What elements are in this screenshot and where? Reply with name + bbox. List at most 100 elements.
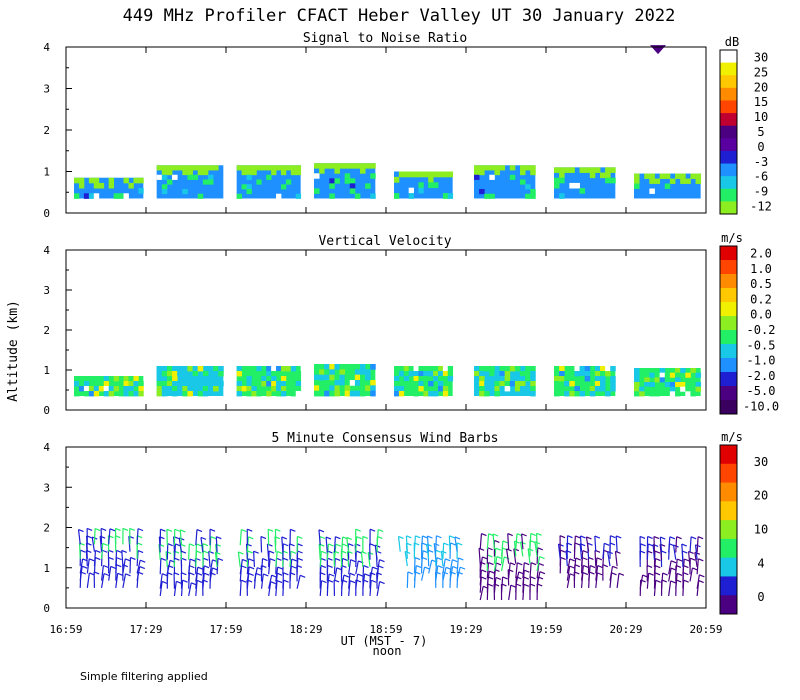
heatmap-cell xyxy=(644,382,650,388)
heatmap-cell xyxy=(349,183,356,189)
wind-barb xyxy=(196,579,203,583)
colorbar-label: -9 xyxy=(754,185,768,199)
wind-barb xyxy=(174,557,180,561)
wind-barb xyxy=(580,565,584,581)
heatmap-cell xyxy=(418,187,424,194)
heatmap-cell xyxy=(514,366,521,372)
wind-barb xyxy=(290,550,297,554)
wind-barb xyxy=(238,551,244,555)
wind-barb xyxy=(196,572,203,576)
wind-barb xyxy=(442,558,446,574)
heatmap-cell xyxy=(246,170,252,176)
heatmap-cell xyxy=(329,163,335,169)
heatmap-cell xyxy=(118,193,124,199)
heatmap-cell xyxy=(428,371,434,377)
wind-barb xyxy=(95,549,101,553)
heatmap-cell xyxy=(514,386,521,392)
heatmap-cell xyxy=(83,193,90,199)
wind-barb xyxy=(299,574,306,578)
wind-barb xyxy=(253,550,259,554)
wind-barb xyxy=(91,536,96,552)
heatmap-cell xyxy=(579,188,586,194)
heatmap-cell xyxy=(494,386,500,392)
heatmap-cell xyxy=(484,391,490,397)
heatmap-cell xyxy=(554,371,560,377)
wind-barb xyxy=(195,529,198,546)
wind-barb xyxy=(268,550,275,554)
wind-barb xyxy=(694,544,698,560)
barb-group xyxy=(478,532,546,601)
wind-barb xyxy=(376,581,381,597)
wind-barb xyxy=(346,536,352,540)
heatmap-cell xyxy=(285,165,292,171)
heatmap-cell xyxy=(654,178,661,184)
heatmap-cell xyxy=(600,381,606,387)
wind-barb xyxy=(682,550,688,554)
x-axis: 16:59 17:29 17:59 18:29 18:59 19:29 19:59 20:29… xyxy=(49,623,722,636)
wind-barb xyxy=(319,535,326,540)
wind-barb xyxy=(565,550,568,567)
wind-barb xyxy=(616,535,622,539)
wind-barb xyxy=(108,556,114,560)
heatmap-cell xyxy=(202,391,209,397)
heatmap-cell xyxy=(246,376,252,382)
heatmap-cell xyxy=(329,369,335,376)
heatmap-cell xyxy=(447,193,454,199)
wind-barb xyxy=(216,536,222,540)
heatmap-cell xyxy=(610,167,616,173)
heatmap-cell xyxy=(428,171,434,178)
heatmap-cell xyxy=(246,386,252,392)
wind-barb xyxy=(569,565,575,569)
heatmap-cell xyxy=(360,390,366,397)
heatmap-cell xyxy=(433,171,439,178)
heatmap-cell xyxy=(479,376,485,382)
wind-barb xyxy=(699,574,705,578)
heatmap-cell xyxy=(218,366,224,372)
wind-barb xyxy=(239,559,243,575)
heatmap-block xyxy=(74,177,144,199)
heatmap-cell xyxy=(669,372,676,378)
wind-barb xyxy=(689,567,693,582)
wind-barb xyxy=(615,535,618,552)
heatmap-cell xyxy=(138,386,144,392)
colorbar-label: 1.0 xyxy=(750,262,772,276)
barb-group xyxy=(77,527,146,588)
heatmap-cell xyxy=(202,371,209,377)
wind-barb xyxy=(413,557,416,574)
wind-barb xyxy=(137,542,143,546)
heatmap-cell xyxy=(133,391,139,397)
wind-barb xyxy=(321,580,327,584)
wind-barb xyxy=(89,572,95,576)
wind-barb xyxy=(489,570,495,574)
wind-barb xyxy=(77,529,81,545)
heatmap-cell xyxy=(649,173,655,179)
wind-barb xyxy=(357,573,363,577)
heatmap-cell xyxy=(172,165,178,171)
heatmap-cell xyxy=(98,386,105,392)
wind-barb xyxy=(653,580,657,596)
heatmap-cell xyxy=(442,371,449,377)
wind-barb xyxy=(379,559,385,563)
heatmap-cell xyxy=(123,177,129,184)
heatmap-cell xyxy=(600,366,606,372)
wind-barb xyxy=(655,565,661,569)
colorbar: m/s 2.01.00.50.2 0.0-0.2-0.5 -1.0-2.0-5.0-1… xyxy=(719,231,779,415)
wind-barb xyxy=(428,559,433,574)
heatmap-cell xyxy=(156,391,163,397)
heatmap-cell xyxy=(479,371,485,377)
y-tick-label: 4 xyxy=(43,441,50,454)
heatmap-cell xyxy=(438,381,444,387)
heatmap-cell xyxy=(520,371,526,377)
wind-barb xyxy=(406,535,412,539)
wind-barb xyxy=(178,537,185,541)
wind-barb xyxy=(404,550,411,554)
colorbar-frame xyxy=(719,444,738,615)
wind-barb xyxy=(594,550,597,567)
heatmap-cell xyxy=(319,168,325,174)
heatmap-cell xyxy=(156,366,163,372)
wind-barb xyxy=(176,580,182,584)
colorbar-swatch xyxy=(720,75,737,89)
heatmap-cell xyxy=(569,167,575,173)
wind-barb xyxy=(165,551,168,567)
heatmap-cell xyxy=(398,381,405,387)
